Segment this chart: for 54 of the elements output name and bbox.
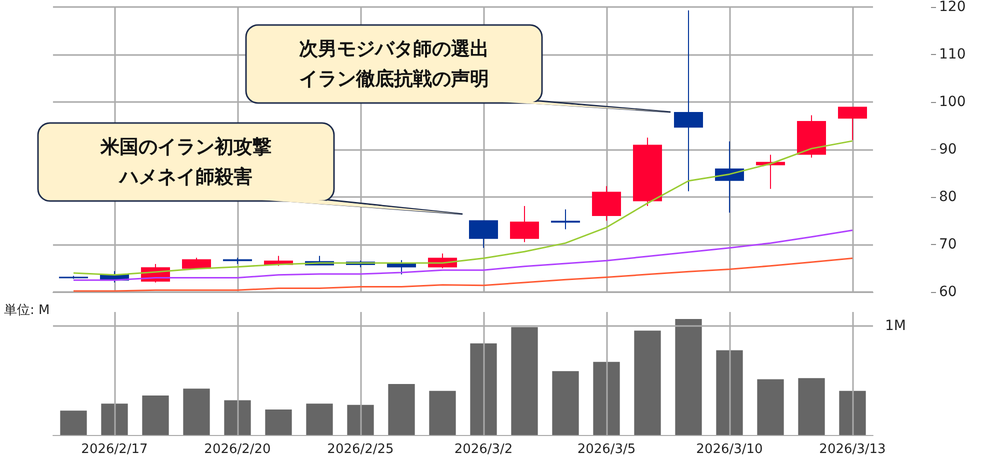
candlestick bbox=[510, 206, 539, 243]
x-tick-label: 2026/2/17 bbox=[81, 442, 148, 457]
y-tick-label: 90 bbox=[939, 142, 957, 158]
bar bbox=[757, 379, 784, 435]
bar bbox=[634, 330, 661, 435]
x-tick-label: 2026/2/25 bbox=[327, 442, 394, 457]
bar bbox=[142, 396, 169, 435]
bar bbox=[552, 371, 579, 435]
y-tick-label: 60 bbox=[939, 284, 957, 300]
ref-line-label: 1M bbox=[885, 318, 906, 334]
bar bbox=[347, 404, 374, 435]
bar bbox=[675, 318, 702, 435]
line-series bbox=[72, 230, 854, 281]
bar bbox=[224, 400, 251, 435]
bar bbox=[265, 409, 292, 435]
candlestick bbox=[223, 257, 252, 264]
bar bbox=[388, 384, 415, 435]
x-tick-label: 2026/3/13 bbox=[819, 442, 886, 457]
y-tick-label: 120 bbox=[939, 0, 966, 15]
annotation: 次男モジバタ師の選出 bbox=[299, 37, 489, 62]
candlestick bbox=[469, 220, 498, 248]
bar bbox=[101, 404, 128, 435]
annotation: 米国のイラン初攻撃 bbox=[100, 135, 272, 160]
bar bbox=[183, 388, 210, 435]
candlestick bbox=[592, 186, 621, 222]
line-series bbox=[72, 258, 854, 292]
bar bbox=[716, 350, 743, 435]
x-tick-label: 2026/3/10 bbox=[696, 442, 763, 457]
candlestick bbox=[674, 10, 703, 192]
candlestick bbox=[182, 257, 211, 269]
y-tick-label: 70 bbox=[939, 236, 957, 252]
x-tick-label: 2026/3/5 bbox=[577, 442, 636, 457]
bar bbox=[306, 404, 333, 435]
bar bbox=[511, 327, 538, 435]
candlestick bbox=[797, 114, 826, 158]
annotation: ハメネイ師殺害 bbox=[120, 165, 252, 190]
candlestick bbox=[633, 137, 662, 207]
candlestick bbox=[551, 208, 580, 230]
bar bbox=[429, 390, 456, 435]
bar bbox=[470, 343, 497, 435]
y-tick-label: 100 bbox=[939, 94, 966, 110]
candlestick bbox=[59, 275, 88, 280]
x-tick-label: 2026/3/2 bbox=[454, 442, 513, 457]
candlestick bbox=[387, 260, 416, 275]
bar bbox=[839, 390, 866, 435]
candlestick bbox=[838, 106, 867, 140]
bar bbox=[798, 378, 825, 435]
x-tick-label: 2026/2/20 bbox=[204, 442, 271, 457]
annotation: イラン徹底抗戦の声明 bbox=[299, 67, 489, 92]
bar bbox=[60, 410, 87, 435]
y-tick-label: 110 bbox=[939, 46, 966, 62]
bar bbox=[593, 362, 620, 435]
text: 単位: M bbox=[4, 303, 50, 318]
y-tick-label: 80 bbox=[939, 189, 957, 205]
